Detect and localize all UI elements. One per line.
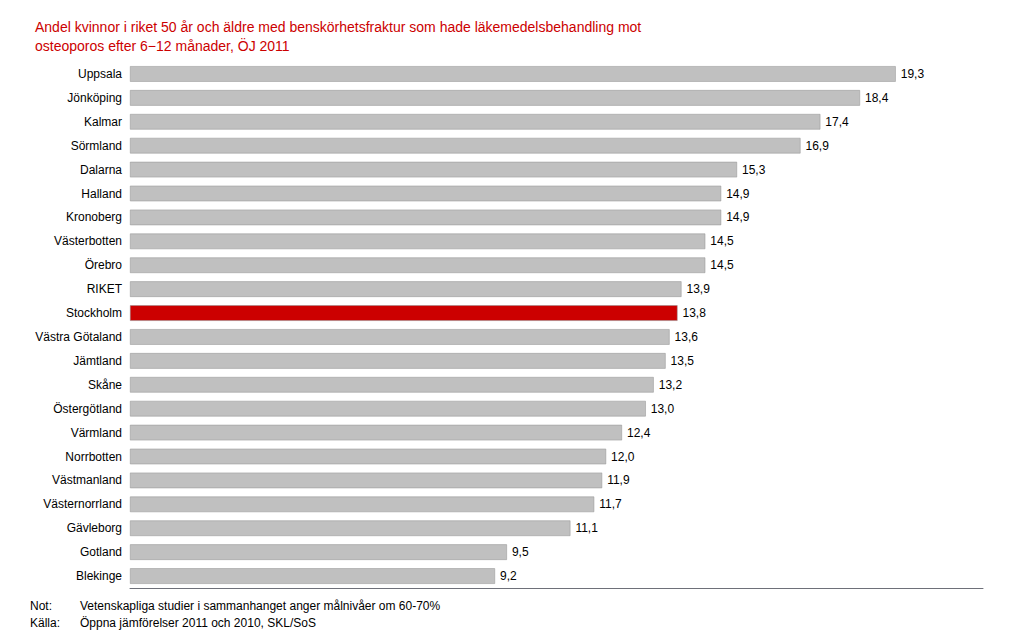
svg-text:Jämtland: Jämtland (73, 354, 122, 368)
svg-text:RIKET: RIKET (87, 282, 123, 296)
svg-text:Stockholm: Stockholm (66, 306, 122, 320)
svg-text:13,6: 13,6 (675, 330, 699, 344)
svg-text:Värmland: Värmland (71, 426, 122, 440)
svg-text:19,3: 19,3 (901, 67, 925, 81)
svg-text:17,4: 17,4 (825, 115, 849, 129)
svg-text:11,1: 11,1 (575, 521, 598, 535)
svg-text:13,8: 13,8 (683, 306, 707, 320)
svg-text:Blekinge: Blekinge (76, 569, 122, 583)
svg-text:Vetenskapliga studier i samman: Vetenskapliga studier i sammanhanget ang… (80, 599, 441, 613)
svg-text:9,2: 9,2 (500, 569, 517, 583)
svg-text:Västerbotten: Västerbotten (54, 234, 122, 248)
svg-text:14,9: 14,9 (726, 187, 750, 201)
svg-text:Jönköping: Jönköping (67, 91, 122, 105)
svg-text:Halland: Halland (81, 187, 122, 201)
svg-text:Kronoberg: Kronoberg (66, 210, 122, 224)
svg-text:Kalmar: Kalmar (84, 115, 122, 129)
svg-text:Dalarna: Dalarna (80, 163, 122, 177)
svg-text:13,9: 13,9 (686, 282, 710, 296)
svg-text:Västmanland: Västmanland (52, 473, 122, 487)
svg-text:Uppsala: Uppsala (78, 67, 122, 81)
svg-text:14,5: 14,5 (710, 234, 734, 248)
svg-text:12,0: 12,0 (611, 450, 635, 464)
svg-text:9,5: 9,5 (512, 545, 529, 559)
svg-text:Östergötland: Östergötland (53, 402, 122, 416)
svg-text:Skåne: Skåne (88, 378, 122, 392)
svg-text:18,4: 18,4 (865, 91, 889, 105)
svg-text:Andel kvinnor i riket 50 år oc: Andel kvinnor i riket 50 år och äldre me… (35, 19, 641, 35)
svg-text:Gävleborg: Gävleborg (67, 521, 122, 535)
svg-text:14,9: 14,9 (726, 210, 750, 224)
svg-text:Västernorrland: Västernorrland (43, 497, 122, 511)
svg-text:11,9: 11,9 (607, 473, 630, 487)
svg-text:12,4: 12,4 (627, 426, 651, 440)
svg-text:Källa:: Källa: (30, 616, 60, 630)
svg-text:Gotland: Gotland (80, 545, 122, 559)
svg-text:Norrbotten: Norrbotten (65, 450, 122, 464)
svg-text:osteoporos efter 6−12 månader,: osteoporos efter 6−12 månader, ÖJ 2011 (35, 37, 290, 54)
svg-text:11,7: 11,7 (599, 497, 622, 511)
svg-text:13,0: 13,0 (651, 402, 675, 416)
svg-text:Örebro: Örebro (85, 258, 123, 272)
svg-text:13,2: 13,2 (659, 378, 683, 392)
svg-text:16,9: 16,9 (805, 139, 829, 153)
svg-text:Västra Götaland: Västra Götaland (35, 330, 122, 344)
svg-text:Sörmland: Sörmland (71, 139, 122, 153)
svg-text:14,5: 14,5 (710, 258, 734, 272)
svg-text:15,3: 15,3 (742, 163, 766, 177)
svg-text:Öppna jämförelser 2011 och 201: Öppna jämförelser 2011 och 2010, SKL/SoS (80, 616, 316, 630)
svg-text:Not:: Not: (30, 599, 52, 613)
svg-text:13,5: 13,5 (671, 354, 695, 368)
